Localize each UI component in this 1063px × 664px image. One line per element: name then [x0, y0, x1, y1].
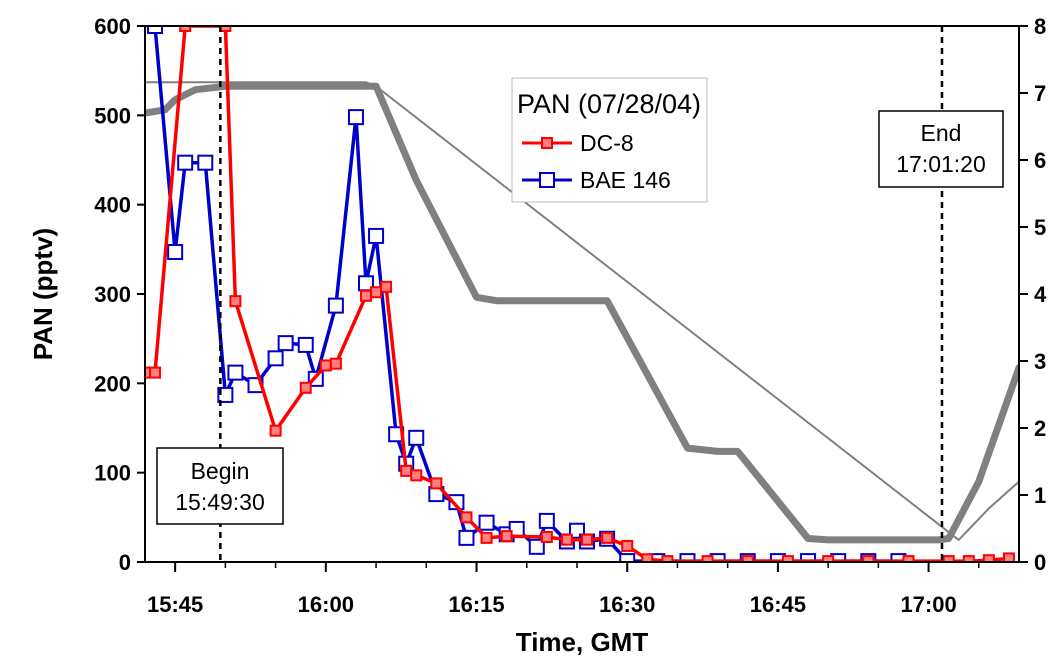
x-tick-label: 17:00 [900, 592, 956, 617]
bae146-point [267, 350, 284, 367]
end-annotation-time: 17:01:20 [896, 151, 986, 177]
axis-layer: 15:45 16:00 16:15 16:30 16:45 17:00 0 100 200 300… [94, 14, 1047, 617]
x-tick-label: 15:45 [147, 592, 203, 617]
y2-tick-label: 3 [1034, 349, 1046, 374]
y-tick-label: 600 [94, 14, 131, 39]
dc8-point [360, 289, 373, 302]
y2-tick-label: 4 [1034, 282, 1047, 307]
dc8-point [641, 553, 654, 562]
dc8-point [560, 533, 573, 546]
y-tick-label: 400 [94, 193, 131, 218]
end-annotation: End 17:01:20 [878, 110, 1004, 188]
x-tick-label: 16:15 [448, 592, 504, 617]
bae146-point [147, 26, 164, 34]
bae146-point [197, 154, 214, 171]
bae146-point [217, 386, 234, 403]
y2-tick-label: 0 [1034, 550, 1046, 575]
altitude-thin-line [145, 81, 1019, 541]
begin-annotation-time: 15:49:30 [175, 489, 265, 515]
y-tick-label: 100 [94, 461, 131, 486]
bae146-point [177, 154, 194, 171]
dc8-point [480, 531, 493, 544]
bae146-point [528, 538, 545, 555]
begin-annotation: Begin 15:49:30 [156, 447, 284, 525]
dc8-point [410, 469, 423, 482]
dc8-point [540, 530, 553, 543]
legend-bae146-marker [539, 172, 555, 188]
bae146-point [297, 336, 314, 353]
dc8-point [982, 554, 995, 562]
dc8-point [581, 533, 594, 546]
y-tick-label: 500 [94, 103, 131, 128]
dc8-point [299, 381, 312, 394]
dc8-point [179, 26, 192, 32]
x-tick-label: 16:45 [750, 592, 806, 617]
dc8-point [460, 511, 473, 524]
dc8-point [319, 359, 332, 372]
bae146-point [327, 297, 344, 314]
altitude-line [145, 82, 1019, 544]
bae146-point [538, 512, 555, 529]
dc8-point [370, 286, 383, 299]
dc8-point [380, 280, 393, 293]
y2-tick-label: 2 [1034, 416, 1046, 441]
end-annotation-label: End [921, 120, 962, 146]
x-axis-title: Time, GMT [516, 627, 649, 657]
dc8-point [229, 295, 242, 308]
y2-tick-label: 1 [1034, 483, 1046, 508]
bae146-point [368, 227, 385, 244]
y2-tick-label: 6 [1034, 148, 1046, 173]
dc8-point [621, 539, 634, 552]
y-tick-label: 300 [94, 282, 131, 307]
y-tick-label: 0 [119, 550, 131, 575]
y-tick-label: 200 [94, 371, 131, 396]
dc8-point [430, 477, 443, 490]
dc8-point [500, 530, 513, 543]
series-layer [145, 26, 1019, 562]
bae146-point [458, 529, 475, 546]
bae146-point [478, 514, 495, 531]
y2-tick-label: 7 [1034, 81, 1046, 106]
legend-title: PAN (07/28/04) [517, 89, 701, 119]
legend-dc8-marker [541, 137, 553, 149]
dc8-point [269, 424, 282, 437]
bae146-point [448, 494, 465, 511]
legend-dc8-label: DC-8 [580, 130, 634, 156]
legend: PAN (07/28/04) DC-8 BAE 146 [511, 77, 708, 203]
legend-bae146-label: BAE 146 [580, 167, 671, 193]
bae146-point [347, 109, 364, 126]
bae146-point [408, 429, 425, 446]
x-tick-label: 16:30 [599, 592, 655, 617]
bae146-point [167, 244, 184, 261]
dc8-point [1002, 552, 1015, 562]
end-annotation-box [878, 110, 1004, 188]
y2-tick-label: 5 [1034, 215, 1046, 240]
begin-annotation-box [156, 447, 284, 525]
dc8-point [400, 464, 413, 477]
begin-annotation-label: Begin [191, 458, 250, 484]
dc8-point [219, 26, 232, 32]
y-axis-title: PAN (pptv) [28, 228, 58, 360]
x-tick-label: 16:00 [298, 592, 354, 617]
dc8-point [601, 531, 614, 544]
bae146-point [227, 364, 244, 381]
dc8-point [149, 366, 162, 379]
bae146-point [277, 335, 294, 352]
y2-tick-label: 8 [1034, 14, 1046, 39]
dc8-point [329, 357, 342, 370]
